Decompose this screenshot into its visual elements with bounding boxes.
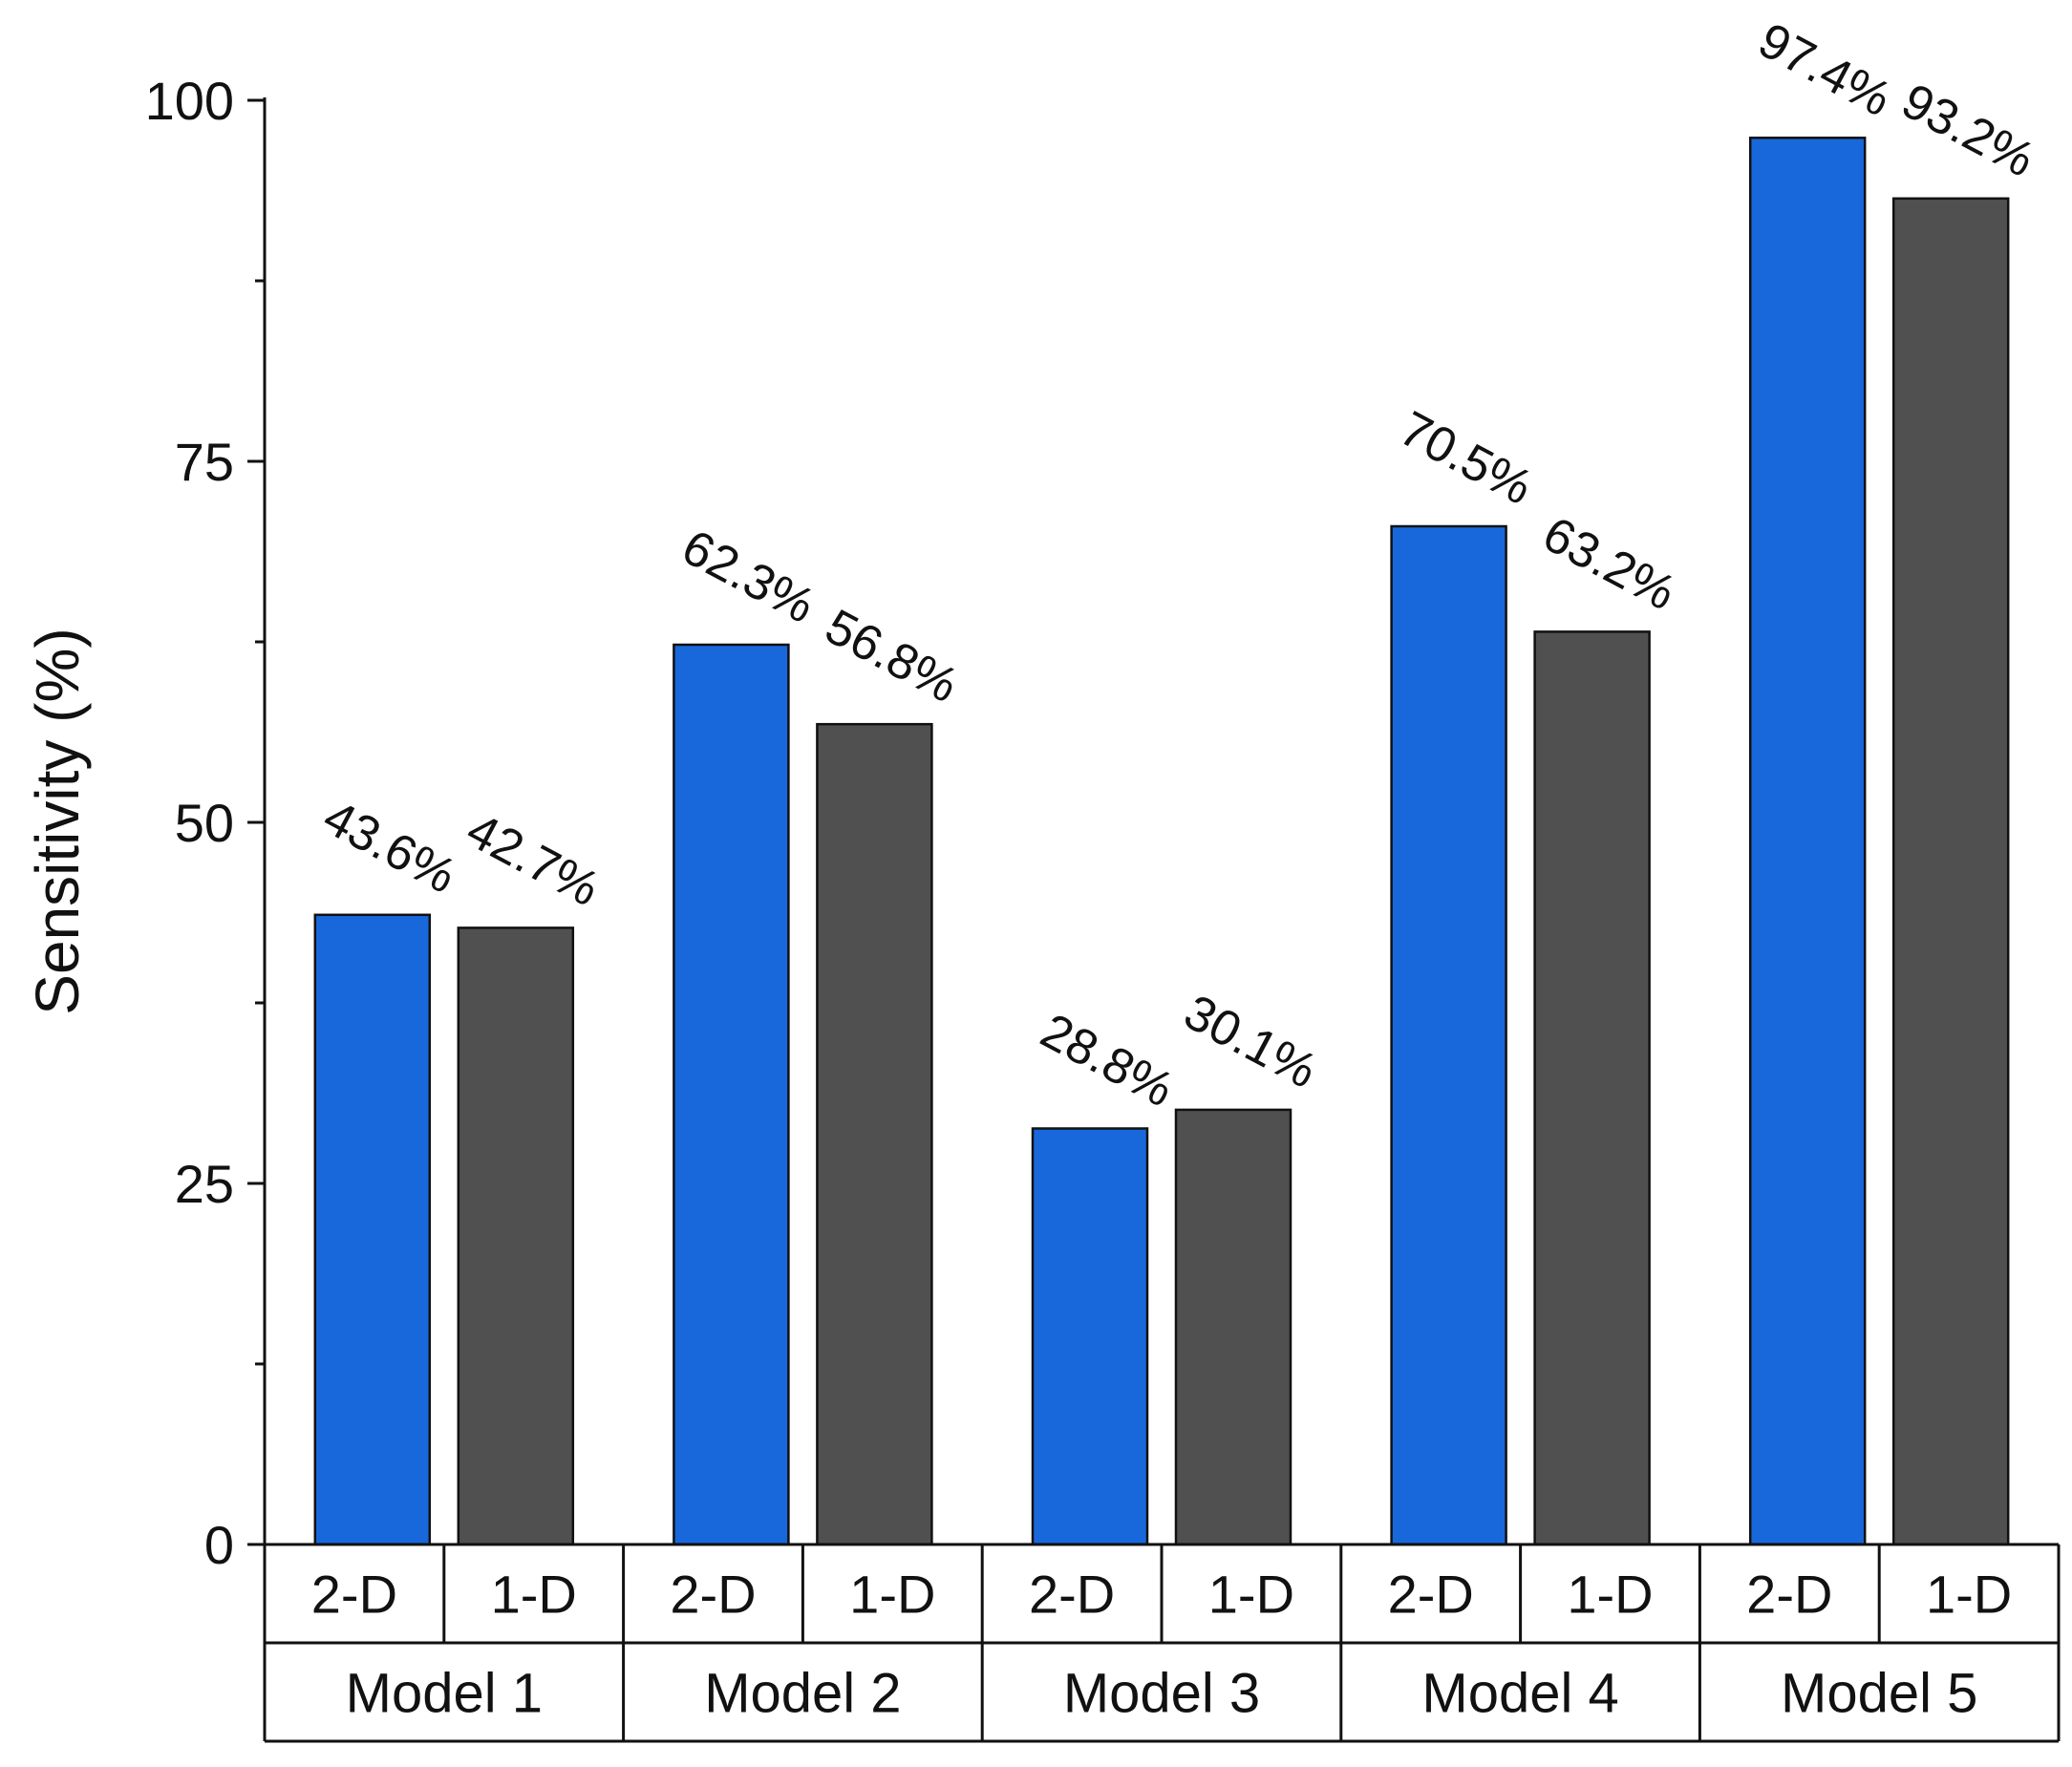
subcategory-label: 2-D — [1029, 1565, 1115, 1625]
subcategory-label: 2-D — [670, 1565, 756, 1625]
data-label-model-2-2-d: 62.3% — [673, 520, 823, 634]
subcategory-label: 1-D — [1208, 1565, 1294, 1625]
group-label-model-5: Model 5 — [1781, 1663, 1977, 1725]
data-label-model-1-1-d: 42.7% — [458, 802, 608, 917]
subcategory-label: 1-D — [1926, 1565, 2012, 1625]
bar-model-5-2-d — [1748, 137, 1867, 1546]
y-tick-label: 0 — [204, 1515, 234, 1575]
bar-model-1-2-d — [313, 913, 432, 1546]
data-label-model-1-2-d: 43.6% — [314, 790, 464, 905]
subcategory-label: 2-D — [1746, 1565, 1832, 1625]
subcategory-label: 2-D — [1388, 1565, 1474, 1625]
group-label-model-2: Model 2 — [704, 1663, 901, 1725]
data-label-model-3-1-d: 30.1% — [1175, 985, 1325, 1099]
bars-layer — [313, 137, 2010, 1546]
bar-model-4-1-d — [1533, 630, 1651, 1546]
bar-model-2-2-d — [673, 643, 790, 1546]
y-axis: 0 25 50 75 100 — [145, 71, 267, 1575]
y-tick-label: 75 — [175, 432, 234, 492]
data-label-model-3-2-d: 28.8% — [1032, 1003, 1182, 1118]
subcategory-label: 1-D — [849, 1565, 935, 1625]
group-label-model-4: Model 4 — [1421, 1663, 1618, 1725]
bar-model-2-1-d — [816, 722, 933, 1546]
subcategory-label: 1-D — [1567, 1565, 1653, 1625]
bar-model-3-2-d — [1031, 1127, 1149, 1546]
y-axis-label: Sensitivity (%) — [23, 628, 92, 1014]
subcategory-label: 2-D — [311, 1565, 397, 1625]
subcategory-label: 1-D — [491, 1565, 577, 1625]
data-label-model-2-1-d: 56.8% — [817, 599, 967, 713]
data-label-model-4-1-d: 63.2% — [1534, 506, 1684, 621]
data-label-model-5-2-d: 97.4% — [1749, 12, 1899, 127]
category-table: 2-D 1-D Model 1 2-D 1-D Model 2 2-D 1-D Model 3 2… — [263, 1543, 2061, 1743]
data-label-model-4-2-d: 70.5% — [1391, 401, 1541, 516]
group-label-model-3: Model 3 — [1063, 1663, 1260, 1725]
y-tick-label: 100 — [145, 71, 234, 131]
group-label-model-1: Model 1 — [346, 1663, 543, 1725]
data-label-model-5-1-d: 93.2% — [1892, 74, 2042, 188]
bar-model-4-2-d — [1390, 524, 1507, 1546]
y-tick-label: 50 — [175, 793, 234, 853]
bar-model-1-1-d — [457, 926, 575, 1546]
bar-model-3-1-d — [1174, 1108, 1292, 1546]
y-tick-label: 25 — [175, 1154, 234, 1214]
bar-model-5-1-d — [1891, 197, 2010, 1546]
